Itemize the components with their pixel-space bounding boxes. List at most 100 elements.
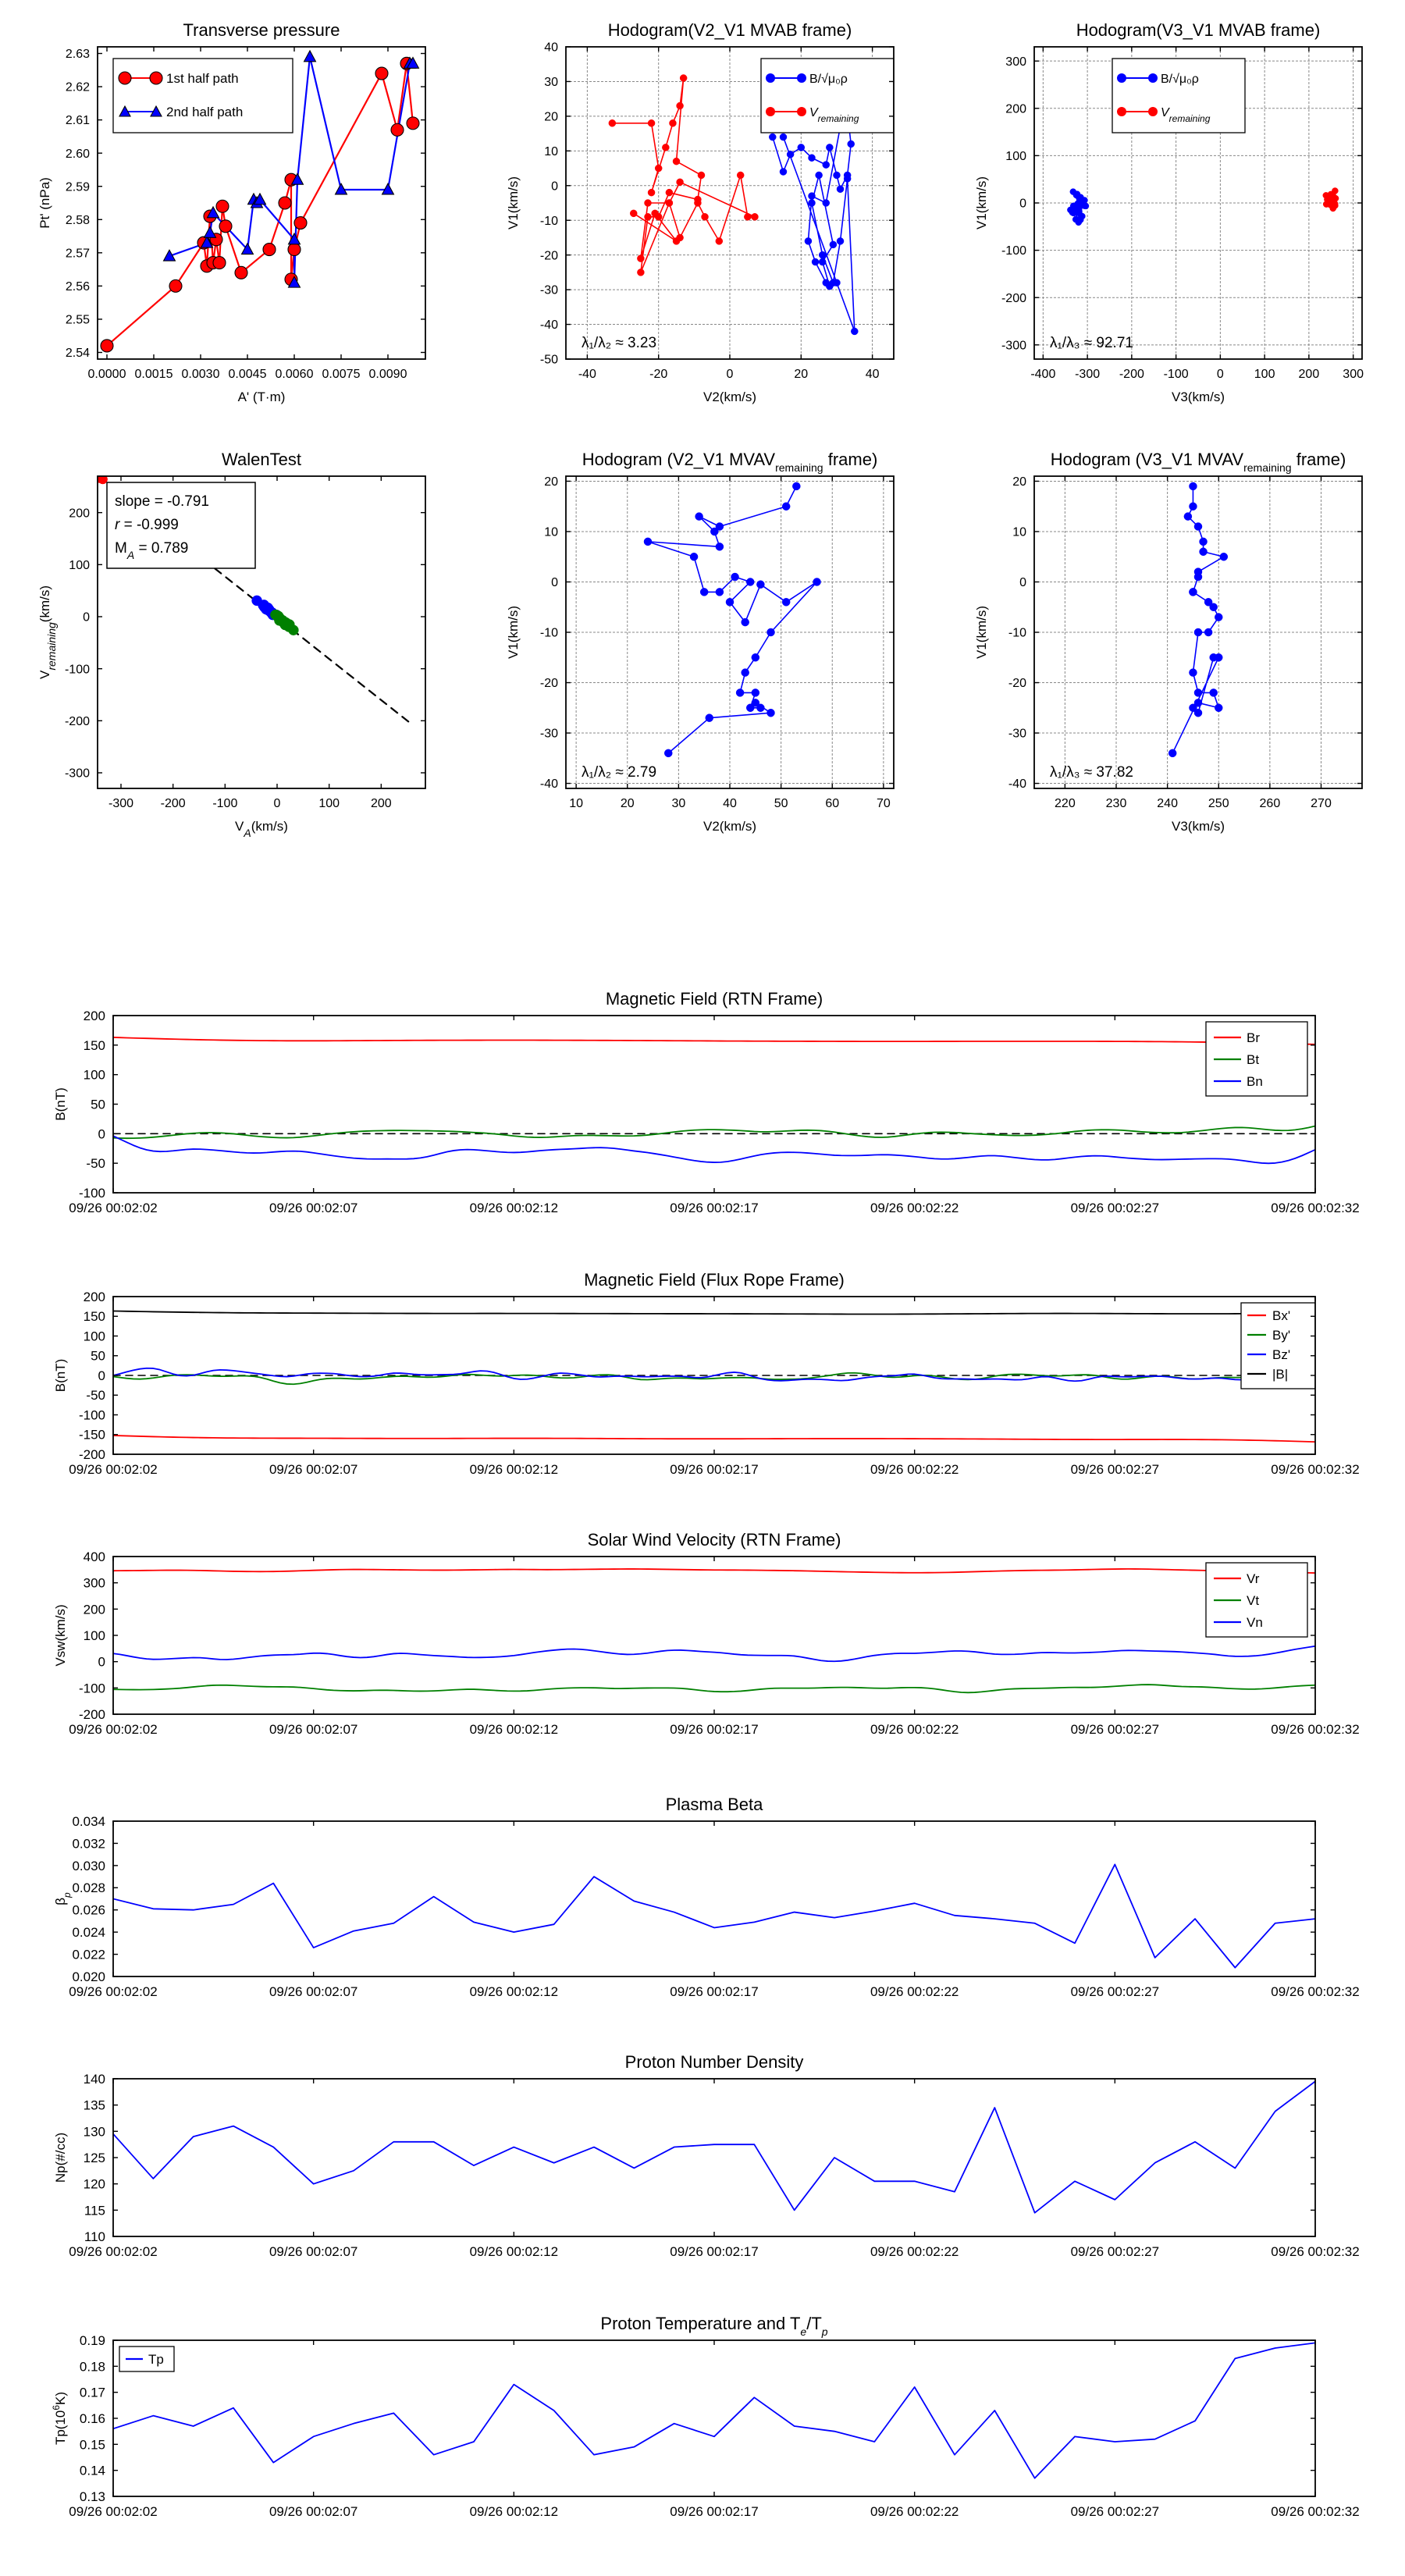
svg-text:09/26 00:02:27: 09/26 00:02:27	[1071, 2244, 1159, 2259]
svg-text:09/26 00:02:02: 09/26 00:02:02	[69, 1201, 157, 1215]
svg-text:-50: -50	[86, 1388, 105, 1403]
svg-text:2.62: 2.62	[66, 81, 90, 94]
svg-text:150: 150	[84, 1309, 105, 1324]
svg-text:V2(km/s): V2(km/s)	[703, 819, 756, 834]
svg-text:200: 200	[371, 797, 392, 810]
svg-text:λ₁/λ₃ ≈ 92.71: λ₁/λ₃ ≈ 92.71	[1050, 335, 1133, 351]
svg-text:Hodogram(V3_V1 MVAB frame): Hodogram(V3_V1 MVAB frame)	[1076, 20, 1321, 40]
svg-text:1st half path: 1st half path	[166, 71, 239, 86]
svg-text:09/26 00:02:12: 09/26 00:02:12	[470, 2244, 558, 2259]
svg-text:Vremaining(km/s): Vremaining(km/s)	[37, 585, 58, 679]
svg-text:-200: -200	[1001, 292, 1026, 305]
svg-text:09/26 00:02:32: 09/26 00:02:32	[1271, 2504, 1359, 2519]
svg-text:-200: -200	[79, 1447, 105, 1462]
svg-text:0.0060: 0.0060	[276, 368, 314, 381]
svg-text:200: 200	[84, 1602, 105, 1617]
svg-text:0: 0	[727, 368, 734, 381]
svg-text:0.020: 0.020	[72, 1969, 105, 1984]
svg-text:0: 0	[98, 1655, 105, 1670]
svg-text:09/26 00:02:07: 09/26 00:02:07	[269, 2504, 357, 2519]
svg-text:0.0090: 0.0090	[369, 368, 407, 381]
svg-text:09/26 00:02:02: 09/26 00:02:02	[69, 2244, 157, 2259]
svg-text:B(nT): B(nT)	[53, 1359, 68, 1393]
svg-text:270: 270	[1311, 797, 1332, 810]
svg-text:2.57: 2.57	[66, 247, 90, 260]
svg-text:-10: -10	[1008, 627, 1026, 640]
svg-text:40: 40	[544, 41, 558, 55]
svg-text:20: 20	[794, 368, 808, 381]
svg-text:09/26 00:02:07: 09/26 00:02:07	[269, 1462, 357, 1477]
svg-text:09/26 00:02:02: 09/26 00:02:02	[69, 1984, 157, 1999]
svg-text:100: 100	[84, 1329, 105, 1343]
svg-text:300: 300	[84, 1576, 105, 1591]
svg-text:By': By'	[1272, 1328, 1290, 1343]
svg-text:V3(km/s): V3(km/s)	[1172, 819, 1225, 834]
svg-text:Bz': Bz'	[1272, 1347, 1290, 1362]
svg-text:Vt: Vt	[1247, 1593, 1259, 1608]
svg-text:09/26 00:02:22: 09/26 00:02:22	[870, 2504, 959, 2519]
svg-text:09/26 00:02:12: 09/26 00:02:12	[470, 1201, 558, 1215]
svg-text:-100: -100	[79, 1186, 105, 1201]
svg-text:0.18: 0.18	[80, 2359, 105, 2374]
svg-text:V1(km/s): V1(km/s)	[506, 176, 521, 229]
svg-text:0: 0	[98, 1126, 105, 1141]
svg-text:0.0015: 0.0015	[135, 368, 173, 381]
svg-text:-300: -300	[108, 797, 133, 810]
svg-text:λ₁/λ₃ ≈ 37.82: λ₁/λ₃ ≈ 37.82	[1050, 764, 1133, 781]
svg-text:70: 70	[877, 797, 891, 810]
svg-text:-300: -300	[1075, 368, 1100, 381]
svg-text:-100: -100	[212, 797, 237, 810]
svg-text:115: 115	[84, 2203, 105, 2218]
svg-text:-50: -50	[86, 1156, 105, 1171]
svg-text:100: 100	[1254, 368, 1275, 381]
svg-text:0.0000: 0.0000	[88, 368, 126, 381]
svg-text:Vsw(km/s): Vsw(km/s)	[53, 1604, 68, 1666]
svg-text:230: 230	[1106, 797, 1127, 810]
svg-text:-300: -300	[1001, 339, 1026, 352]
svg-text:V2(km/s): V2(km/s)	[703, 390, 756, 404]
svg-text:10: 10	[544, 145, 558, 158]
svg-text:-100: -100	[1164, 368, 1189, 381]
svg-text:-40: -40	[540, 318, 558, 332]
svg-text:Np(#/cc): Np(#/cc)	[53, 2133, 68, 2183]
svg-text:2.60: 2.60	[66, 148, 90, 161]
svg-text:40: 40	[866, 368, 880, 381]
svg-text:09/26 00:02:22: 09/26 00:02:22	[870, 1201, 959, 1215]
svg-text:2.54: 2.54	[66, 347, 90, 360]
svg-text:0.028: 0.028	[72, 1880, 105, 1895]
svg-text:0.022: 0.022	[72, 1948, 105, 1962]
svg-text:09/26 00:02:12: 09/26 00:02:12	[470, 1984, 558, 1999]
svg-text:100: 100	[84, 1628, 105, 1643]
svg-text:09/26 00:02:07: 09/26 00:02:07	[269, 1722, 357, 1737]
svg-text:Magnetic Field (RTN Frame): Magnetic Field (RTN Frame)	[606, 989, 823, 1009]
svg-text:-100: -100	[65, 663, 90, 676]
svg-text:Solar Wind Velocity (RTN Frame: Solar Wind Velocity (RTN Frame)	[588, 1530, 841, 1550]
svg-text:λ₁/λ₂ ≈ 2.79: λ₁/λ₂ ≈ 2.79	[582, 764, 656, 781]
svg-text:0.030: 0.030	[72, 1859, 105, 1873]
svg-text:400: 400	[84, 1550, 105, 1564]
svg-text:0.0075: 0.0075	[322, 368, 361, 381]
svg-text:200: 200	[84, 1290, 105, 1304]
svg-text:09/26 00:02:12: 09/26 00:02:12	[470, 1722, 558, 1737]
svg-text:130: 130	[84, 2124, 105, 2139]
svg-text:09/26 00:02:12: 09/26 00:02:12	[470, 2504, 558, 2519]
svg-text:0: 0	[1217, 368, 1224, 381]
svg-text:100: 100	[318, 797, 340, 810]
svg-text:βp: βp	[53, 1892, 73, 1905]
svg-text:0: 0	[98, 1368, 105, 1383]
svg-text:Hodogram(V2_V1 MVAB frame): Hodogram(V2_V1 MVAB frame)	[608, 20, 852, 40]
svg-text:220: 220	[1055, 797, 1076, 810]
svg-text:0: 0	[551, 180, 558, 193]
svg-text:09/26 00:02:12: 09/26 00:02:12	[470, 1462, 558, 1477]
svg-text:60: 60	[825, 797, 839, 810]
svg-text:-10: -10	[540, 627, 558, 640]
svg-text:V1(km/s): V1(km/s)	[974, 176, 989, 229]
svg-text:0.026: 0.026	[72, 1903, 105, 1918]
svg-text:260: 260	[1260, 797, 1281, 810]
svg-text:0.0030: 0.0030	[182, 368, 220, 381]
svg-text:125: 125	[84, 2151, 105, 2165]
svg-text:100: 100	[84, 1068, 105, 1083]
svg-text:-150: -150	[79, 1428, 105, 1443]
svg-text:0.0045: 0.0045	[229, 368, 267, 381]
svg-text:09/26 00:02:22: 09/26 00:02:22	[870, 1984, 959, 1999]
